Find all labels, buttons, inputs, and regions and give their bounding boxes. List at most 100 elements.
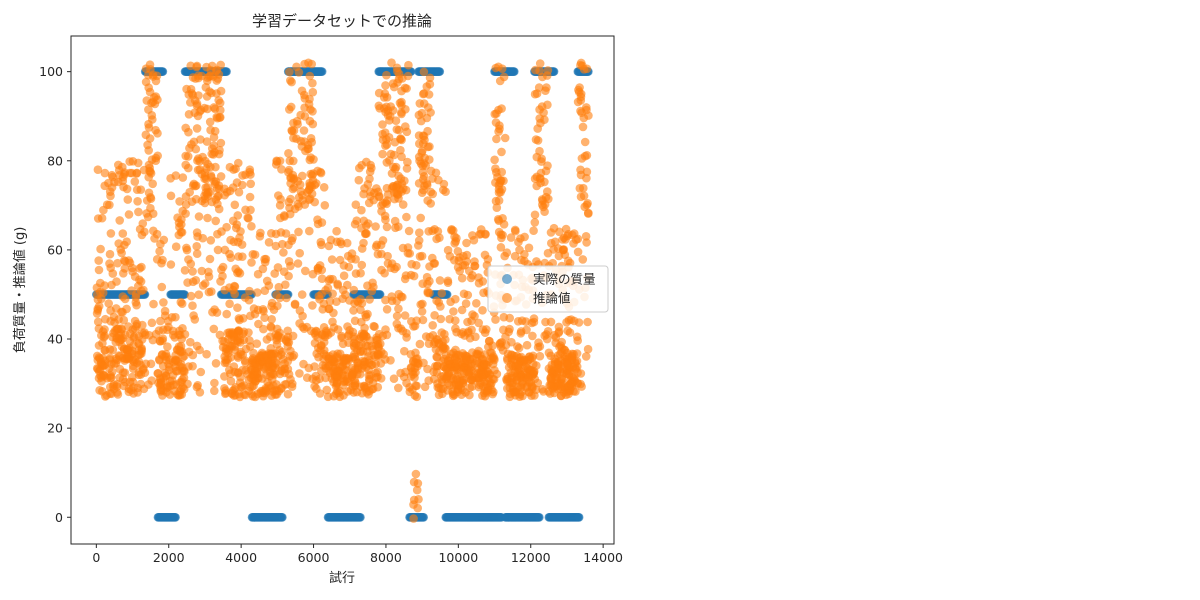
inference-point [342,359,351,369]
inference-point [438,357,448,366]
inference-point [417,307,427,316]
inference-point [216,138,226,148]
inference-point [125,157,134,166]
inference-point [284,257,294,266]
inference-point [228,216,238,226]
inference-point [332,226,341,236]
inference-point [416,300,426,309]
inference-point [354,175,364,185]
inference-point [169,380,178,390]
inference-point [557,337,566,347]
inference-point [234,326,243,336]
inference-point [149,226,158,236]
inference-point [295,248,305,258]
y-tick-label: 20 [47,421,63,436]
inference-point [430,259,440,268]
inference-point [100,360,110,370]
inference-point [561,390,571,400]
inference-point [425,73,435,83]
inference-point [125,353,134,363]
inference-point [269,305,279,315]
inference-point [118,333,128,343]
legend: 実際の質量 推論値 [487,265,609,313]
inference-point [378,199,388,208]
inference-point [569,316,579,326]
inference-point [301,266,310,276]
inference-point [533,136,543,145]
inference-point [131,293,141,302]
inference-point [344,262,354,272]
inference-point [347,370,357,380]
inference-point [314,352,323,362]
inference-point [396,145,405,155]
inference-point [250,392,260,402]
inference-point [356,294,365,304]
inference-point [203,213,212,223]
inference-point [389,150,399,160]
inference-point [245,336,254,345]
inference-point [192,249,202,258]
actual-mass-point [278,513,287,522]
inference-point [201,156,210,166]
inference-point [529,368,539,377]
inference-point [424,376,434,385]
inference-point [99,205,108,215]
inference-point [173,213,182,222]
inference-point [305,226,314,236]
inference-point [488,341,497,351]
inference-point [100,181,109,191]
inference-point [530,89,540,99]
y-axis: 0 20 40 60 80 100 [39,64,71,525]
inference-point [413,503,423,513]
inference-point [518,377,527,386]
inference-point [378,236,388,245]
inference-point [580,137,590,147]
inference-point [550,237,560,247]
inference-point [390,137,400,147]
inference-point [465,390,474,400]
inference-point [94,341,104,350]
inference-point [112,277,121,286]
inference-point [228,183,238,192]
inference-point [210,378,219,388]
actual-mass-point [222,67,231,76]
inference-point [194,71,203,80]
inference-point [397,101,406,110]
inference-point [258,264,268,274]
inference-point [215,98,225,108]
inference-point [344,338,353,348]
inference-point [247,258,256,267]
inference-point [408,385,417,394]
inference-point [97,294,106,304]
inference-point [279,267,289,277]
inference-point [244,295,254,305]
inference-point [285,105,294,114]
inference-point [166,174,175,183]
inference-point [528,382,537,392]
inference-point [357,339,366,349]
inference-point [546,351,555,361]
inference-point [397,108,406,117]
inference-point [247,222,256,231]
inference-point [449,307,458,316]
inference-point [409,514,418,523]
inference-point [230,200,240,210]
inference-point [267,315,277,324]
inference-point [459,289,469,299]
inference-point [262,276,272,286]
inference-point [262,362,272,372]
inference-point [289,126,299,135]
inference-point [385,116,394,125]
inference-point [401,122,410,131]
inference-point [97,373,106,382]
inference-point [420,382,430,392]
inference-point [185,187,194,197]
inference-point [221,389,230,399]
inference-point [204,267,213,277]
inference-point [480,359,489,369]
inference-point [311,326,321,336]
inference-point [496,188,505,197]
inference-point [157,282,167,292]
inference-point [241,390,250,400]
